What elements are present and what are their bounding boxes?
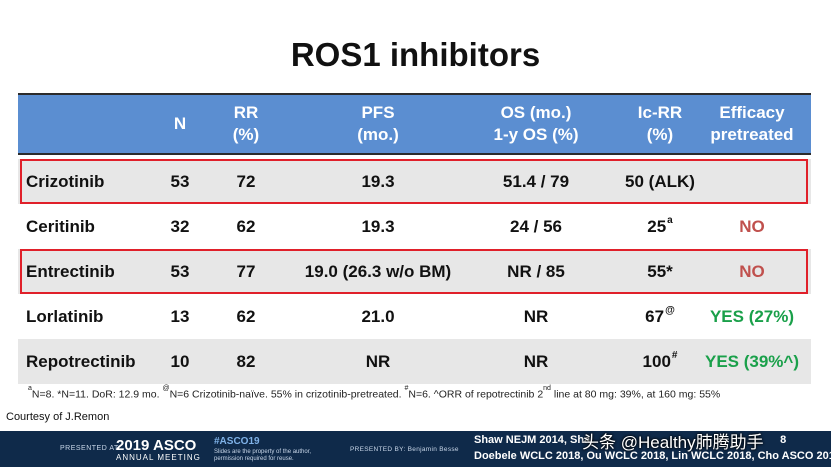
n-value: 10	[170, 351, 190, 371]
references-line-2: Doebele WCLC 2018, Ou WCLC 2018, Lin WCL…	[474, 450, 831, 462]
icrr-value: 55*	[647, 261, 673, 281]
pfs-value: NR	[365, 351, 391, 371]
rr-value: 82	[236, 351, 256, 371]
icrr-value: 67 @	[645, 305, 675, 326]
efficacy-value: YES (27%)	[709, 306, 795, 326]
asco-logo-sub: ANNUAL MEETING	[116, 453, 201, 462]
hashtag: #ASCO19	[214, 436, 260, 447]
rr-value: 72	[236, 171, 256, 191]
pfs-value: 19.3	[361, 171, 395, 191]
efficacy-value: YES (39%^)	[704, 351, 799, 371]
header-efficacy: Efficacy pretreated	[710, 103, 794, 144]
pfs-value: 19.0 (26.3 w/o BM)	[304, 261, 452, 281]
drug-name: Lorlatinib	[26, 306, 104, 326]
os-value: NR	[523, 306, 549, 326]
presented-by: PRESENTED BY: Benjamin Besse	[350, 446, 459, 453]
table-header: N RR (%) PFS (mo.) OS (mo.) 1-y OS (%) I…	[18, 93, 811, 155]
presented-at-label: PRESENTED AT:	[60, 445, 121, 452]
header-icrr: Ic-RR (%)	[637, 103, 683, 144]
table-row-lorlatinib: Lorlatinib 13 62 21.0 NR 67 @ YES (27%)	[18, 294, 811, 339]
icrr-superscript: @	[665, 305, 675, 316]
copyright-notice: Slides are the property of the author, p…	[214, 449, 312, 462]
icrr-superscript: a	[667, 215, 673, 226]
table-row-repotrectinib: Repotrectinib 10 82 NR NR 100 # YES (39%^…	[18, 339, 811, 384]
os-value: 24 / 56	[510, 216, 562, 236]
drug-name: Ceritinib	[26, 216, 95, 236]
efficacy-value: NO	[739, 216, 765, 236]
n-value: 32	[170, 216, 190, 236]
n-value: 13	[170, 306, 190, 326]
courtesy-note: Courtesy of J.Remon	[6, 411, 110, 423]
icrr-value: 25 a	[647, 215, 673, 236]
drug-name: Repotrectinib	[26, 351, 136, 371]
asco-logo: 2019 ASCO	[116, 437, 197, 454]
table-row-entrectinib: Entrectinib 53 77 19.0 (26.3 w/o BM) NR …	[18, 249, 811, 294]
icrr-value: 100 #	[642, 350, 678, 371]
n-value: 53	[170, 171, 190, 191]
rr-value: 77	[236, 261, 256, 281]
footer-bar: PRESENTED AT: 2019 ASCO ANNUAL MEETING #…	[0, 431, 831, 467]
table-row-ceritinib: Ceritinib 32 62 19.3 24 / 56 25 a NO	[18, 204, 811, 249]
os-value: 51.4 / 79	[502, 171, 570, 191]
header-rr: RR (%)	[232, 103, 260, 144]
efficacy-value: NO	[739, 261, 765, 281]
header-os: OS (mo.) 1-y OS (%)	[493, 103, 579, 144]
rr-value: 62	[236, 306, 256, 326]
header-pfs: PFS (mo.)	[357, 103, 399, 144]
pfs-value: 19.3	[361, 216, 395, 236]
os-value: NR	[523, 351, 549, 371]
drug-name: Entrectinib	[26, 261, 115, 281]
pfs-value: 21.0	[361, 306, 395, 326]
rr-value: 62	[236, 216, 256, 236]
references-line-1: Shaw NEJM 2014, Sha 8	[474, 434, 787, 446]
drug-name: Crizotinib	[26, 171, 105, 191]
table-row-crizotinib: Crizotinib 53 72 19.3 51.4 / 79 50 (ALK)	[18, 159, 811, 204]
icrr-superscript: #	[671, 350, 678, 361]
highlight-box-crizotinib	[20, 159, 808, 204]
n-value: 53	[170, 261, 190, 281]
icrr-value: 50 (ALK)	[625, 171, 695, 191]
highlight-box-entrectinib	[20, 249, 808, 294]
header-n: N	[173, 114, 187, 133]
watermark: 头条 @Healthy肺腾助手	[582, 433, 764, 452]
slide-title: ROS1 inhibitors	[290, 36, 541, 73]
os-value: NR / 85	[507, 261, 565, 281]
footnote: aN=8. *N=11. DoR: 12.9 mo. @N=6 Crizotin…	[28, 385, 721, 401]
